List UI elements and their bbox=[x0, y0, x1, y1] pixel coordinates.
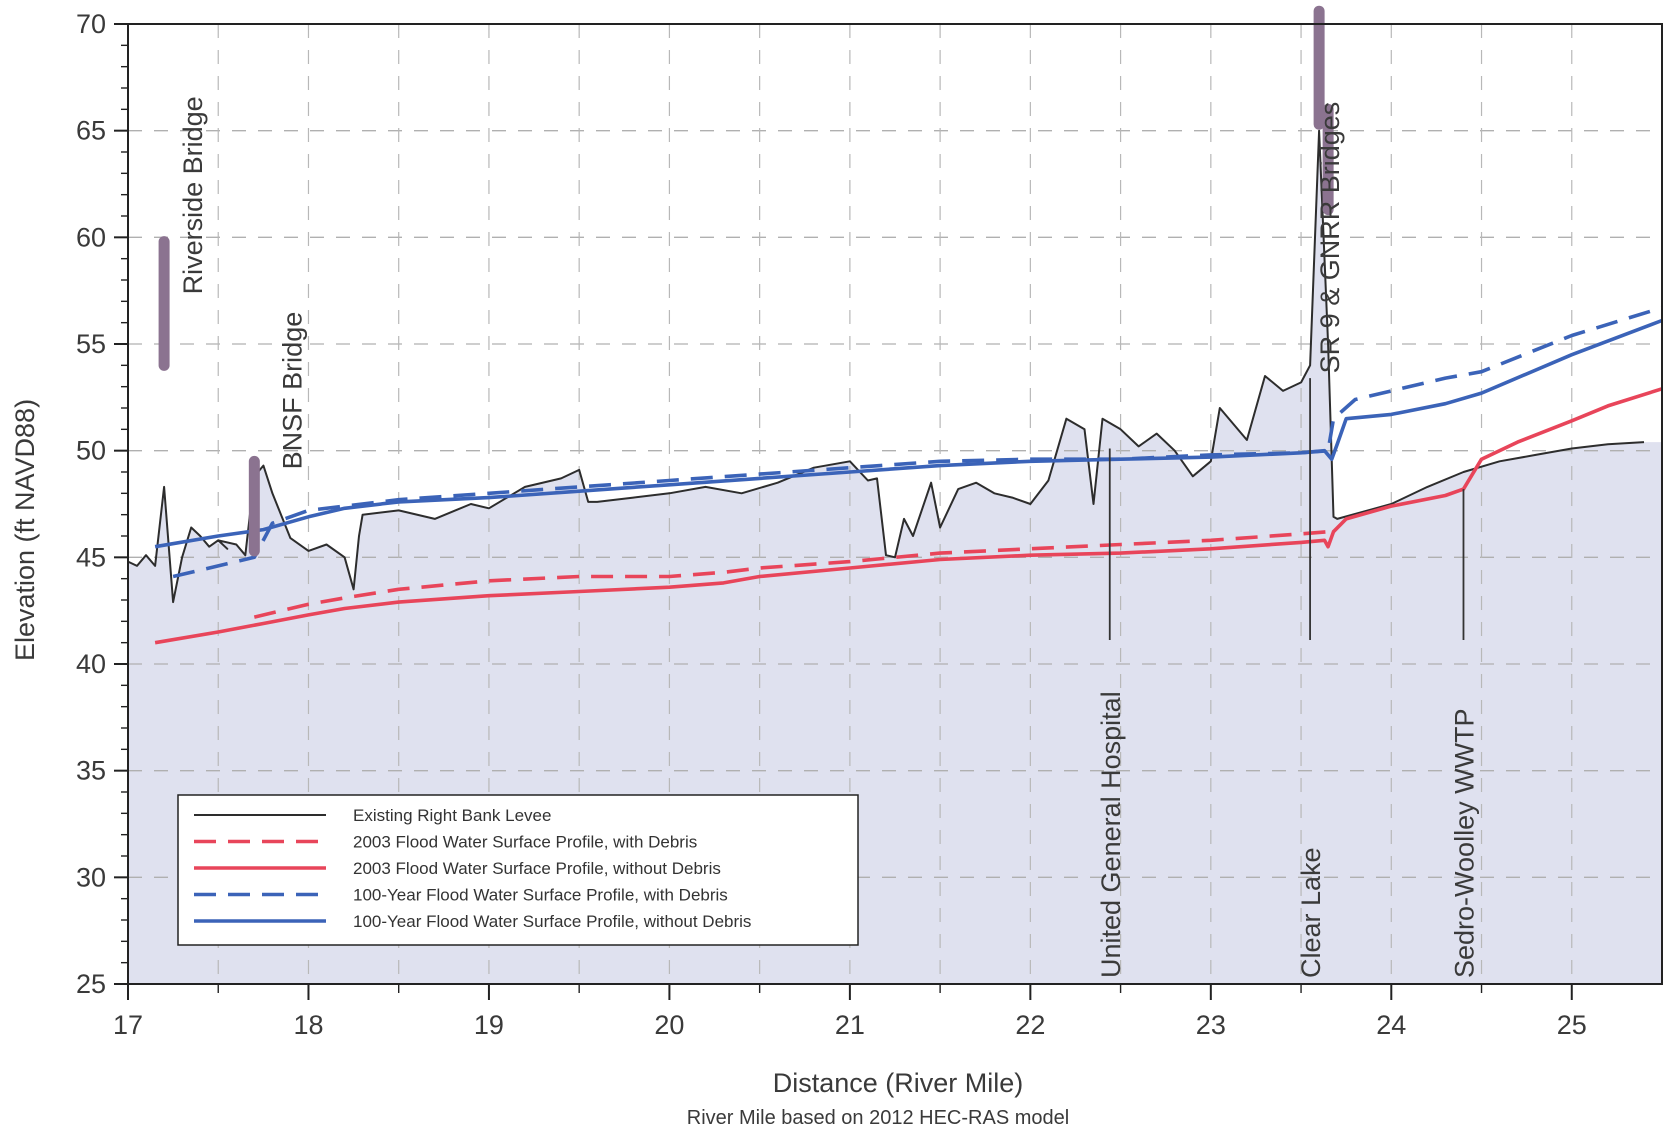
annotation-label-5: Sedro-Woolley WWTP bbox=[1449, 708, 1479, 978]
x-tick-label: 17 bbox=[113, 1010, 143, 1040]
y-tick-label: 35 bbox=[76, 756, 106, 786]
legend-label-2: 2003 Flood Water Surface Profile, withou… bbox=[353, 859, 721, 878]
legend-label-1: 2003 Flood Water Surface Profile, with D… bbox=[353, 833, 697, 852]
series-line-2 bbox=[154, 387, 1663, 645]
x-axis-note: River Mile based on 2012 HEC-RAS model bbox=[687, 1107, 1069, 1129]
annotation-label-4: Clear Lake bbox=[1296, 847, 1326, 978]
annotation-label-3: United General Hospital bbox=[1096, 691, 1126, 978]
series-line-1 bbox=[253, 529, 1329, 619]
legend-label-4: 100-Year Flood Water Surface Profile, wi… bbox=[353, 912, 751, 931]
x-tick-label: 21 bbox=[835, 1010, 865, 1040]
x-tick-label: 22 bbox=[1015, 1010, 1045, 1040]
plot-frame bbox=[127, 23, 1663, 985]
x-tick-label: 24 bbox=[1376, 1010, 1406, 1040]
x-axis-title: Distance (River Mile) bbox=[773, 1068, 1024, 1098]
legend-label-3: 100-Year Flood Water Surface Profile, wi… bbox=[353, 886, 728, 905]
annotation-label-1: BNSF Bridge bbox=[277, 312, 307, 470]
y-tick-label: 30 bbox=[76, 862, 106, 892]
annotations: Riverside Bridge BNSF Bridge SR 9 & GNRR B… bbox=[178, 96, 1479, 978]
x-tick-label: 20 bbox=[654, 1010, 684, 1040]
y-tick-label: 40 bbox=[76, 649, 106, 679]
series-line-3 bbox=[172, 305, 1663, 579]
legend: Existing Right Bank Levee 2003 Flood Wate… bbox=[177, 794, 859, 946]
y-tick-label: 70 bbox=[76, 9, 106, 39]
legend-label-0: Existing Right Bank Levee bbox=[353, 806, 551, 825]
y-axis-title: Elevation (ft NAVD88) bbox=[10, 399, 40, 661]
x-tick-label: 19 bbox=[474, 1010, 504, 1040]
series-line-4 bbox=[154, 318, 1663, 549]
annotation-label-0: Riverside Bridge bbox=[178, 96, 208, 294]
y-tick-label: 50 bbox=[76, 436, 106, 466]
annotation-label-2: SR 9 & GNRR Bridges bbox=[1315, 102, 1345, 374]
x-tick-label: 18 bbox=[293, 1010, 323, 1040]
x-tick-label: 25 bbox=[1557, 1010, 1587, 1040]
gridlines bbox=[128, 24, 1662, 984]
series-lines bbox=[127, 129, 1663, 645]
y-tick-label: 65 bbox=[76, 116, 106, 146]
y-tick-label: 25 bbox=[76, 969, 106, 999]
x-tick-label: 23 bbox=[1196, 1010, 1226, 1040]
bridge-markers bbox=[158, 5, 1334, 557]
series-line-0 bbox=[127, 129, 1645, 604]
axes: 25 30 35 40 45 50 55 60 65 70 17 18 19 20 21 22 23 24 25 bbox=[76, 9, 1663, 1040]
y-tick-label: 55 bbox=[76, 329, 106, 359]
y-tick-label: 60 bbox=[76, 222, 106, 252]
y-tick-label: 45 bbox=[76, 542, 106, 572]
